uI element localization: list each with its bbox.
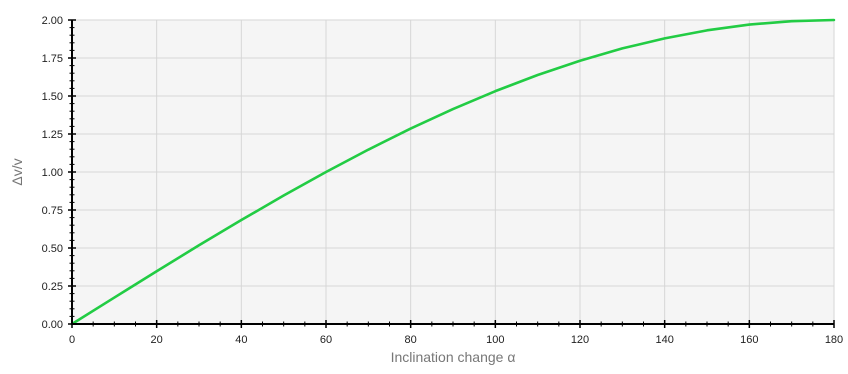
grid-lines — [72, 19, 835, 324]
y-tick-label: 1.75 — [42, 53, 63, 65]
x-tick-label: 80 — [405, 334, 417, 346]
y-tick-label: 1.00 — [42, 167, 63, 179]
y-tick-label: 1.50 — [42, 91, 63, 103]
x-tick-label: 100 — [486, 334, 504, 346]
x-tick-label: 20 — [151, 334, 163, 346]
y-tick-label: 0.75 — [42, 205, 63, 217]
x-tick-label: 140 — [655, 334, 673, 346]
y-tick-label: 1.25 — [42, 129, 63, 141]
y-tick-label: 0.50 — [42, 243, 63, 255]
x-tick-label: 60 — [320, 334, 332, 346]
x-axis-title: Inclination change α — [391, 349, 516, 365]
y-tick-label: 2.00 — [42, 15, 63, 27]
x-tick-label: 120 — [571, 334, 589, 346]
tick-labels: 0 20 40 60 80 100 120 140 160 180 0.00 0.25 0.50 0.75… — [42, 15, 844, 346]
x-tick-label: 160 — [740, 334, 758, 346]
series-layer — [70, 18, 836, 326]
x-tick-label: 0 — [69, 334, 75, 346]
series-line — [70, 18, 836, 326]
y-tick-label: 0.00 — [42, 319, 63, 331]
x-tick-label: 40 — [235, 334, 247, 346]
x-tick-label: 180 — [825, 334, 843, 346]
axes — [68, 19, 835, 328]
y-tick-label: 0.25 — [42, 281, 63, 293]
y-axis-title: Δv/v — [9, 158, 25, 185]
